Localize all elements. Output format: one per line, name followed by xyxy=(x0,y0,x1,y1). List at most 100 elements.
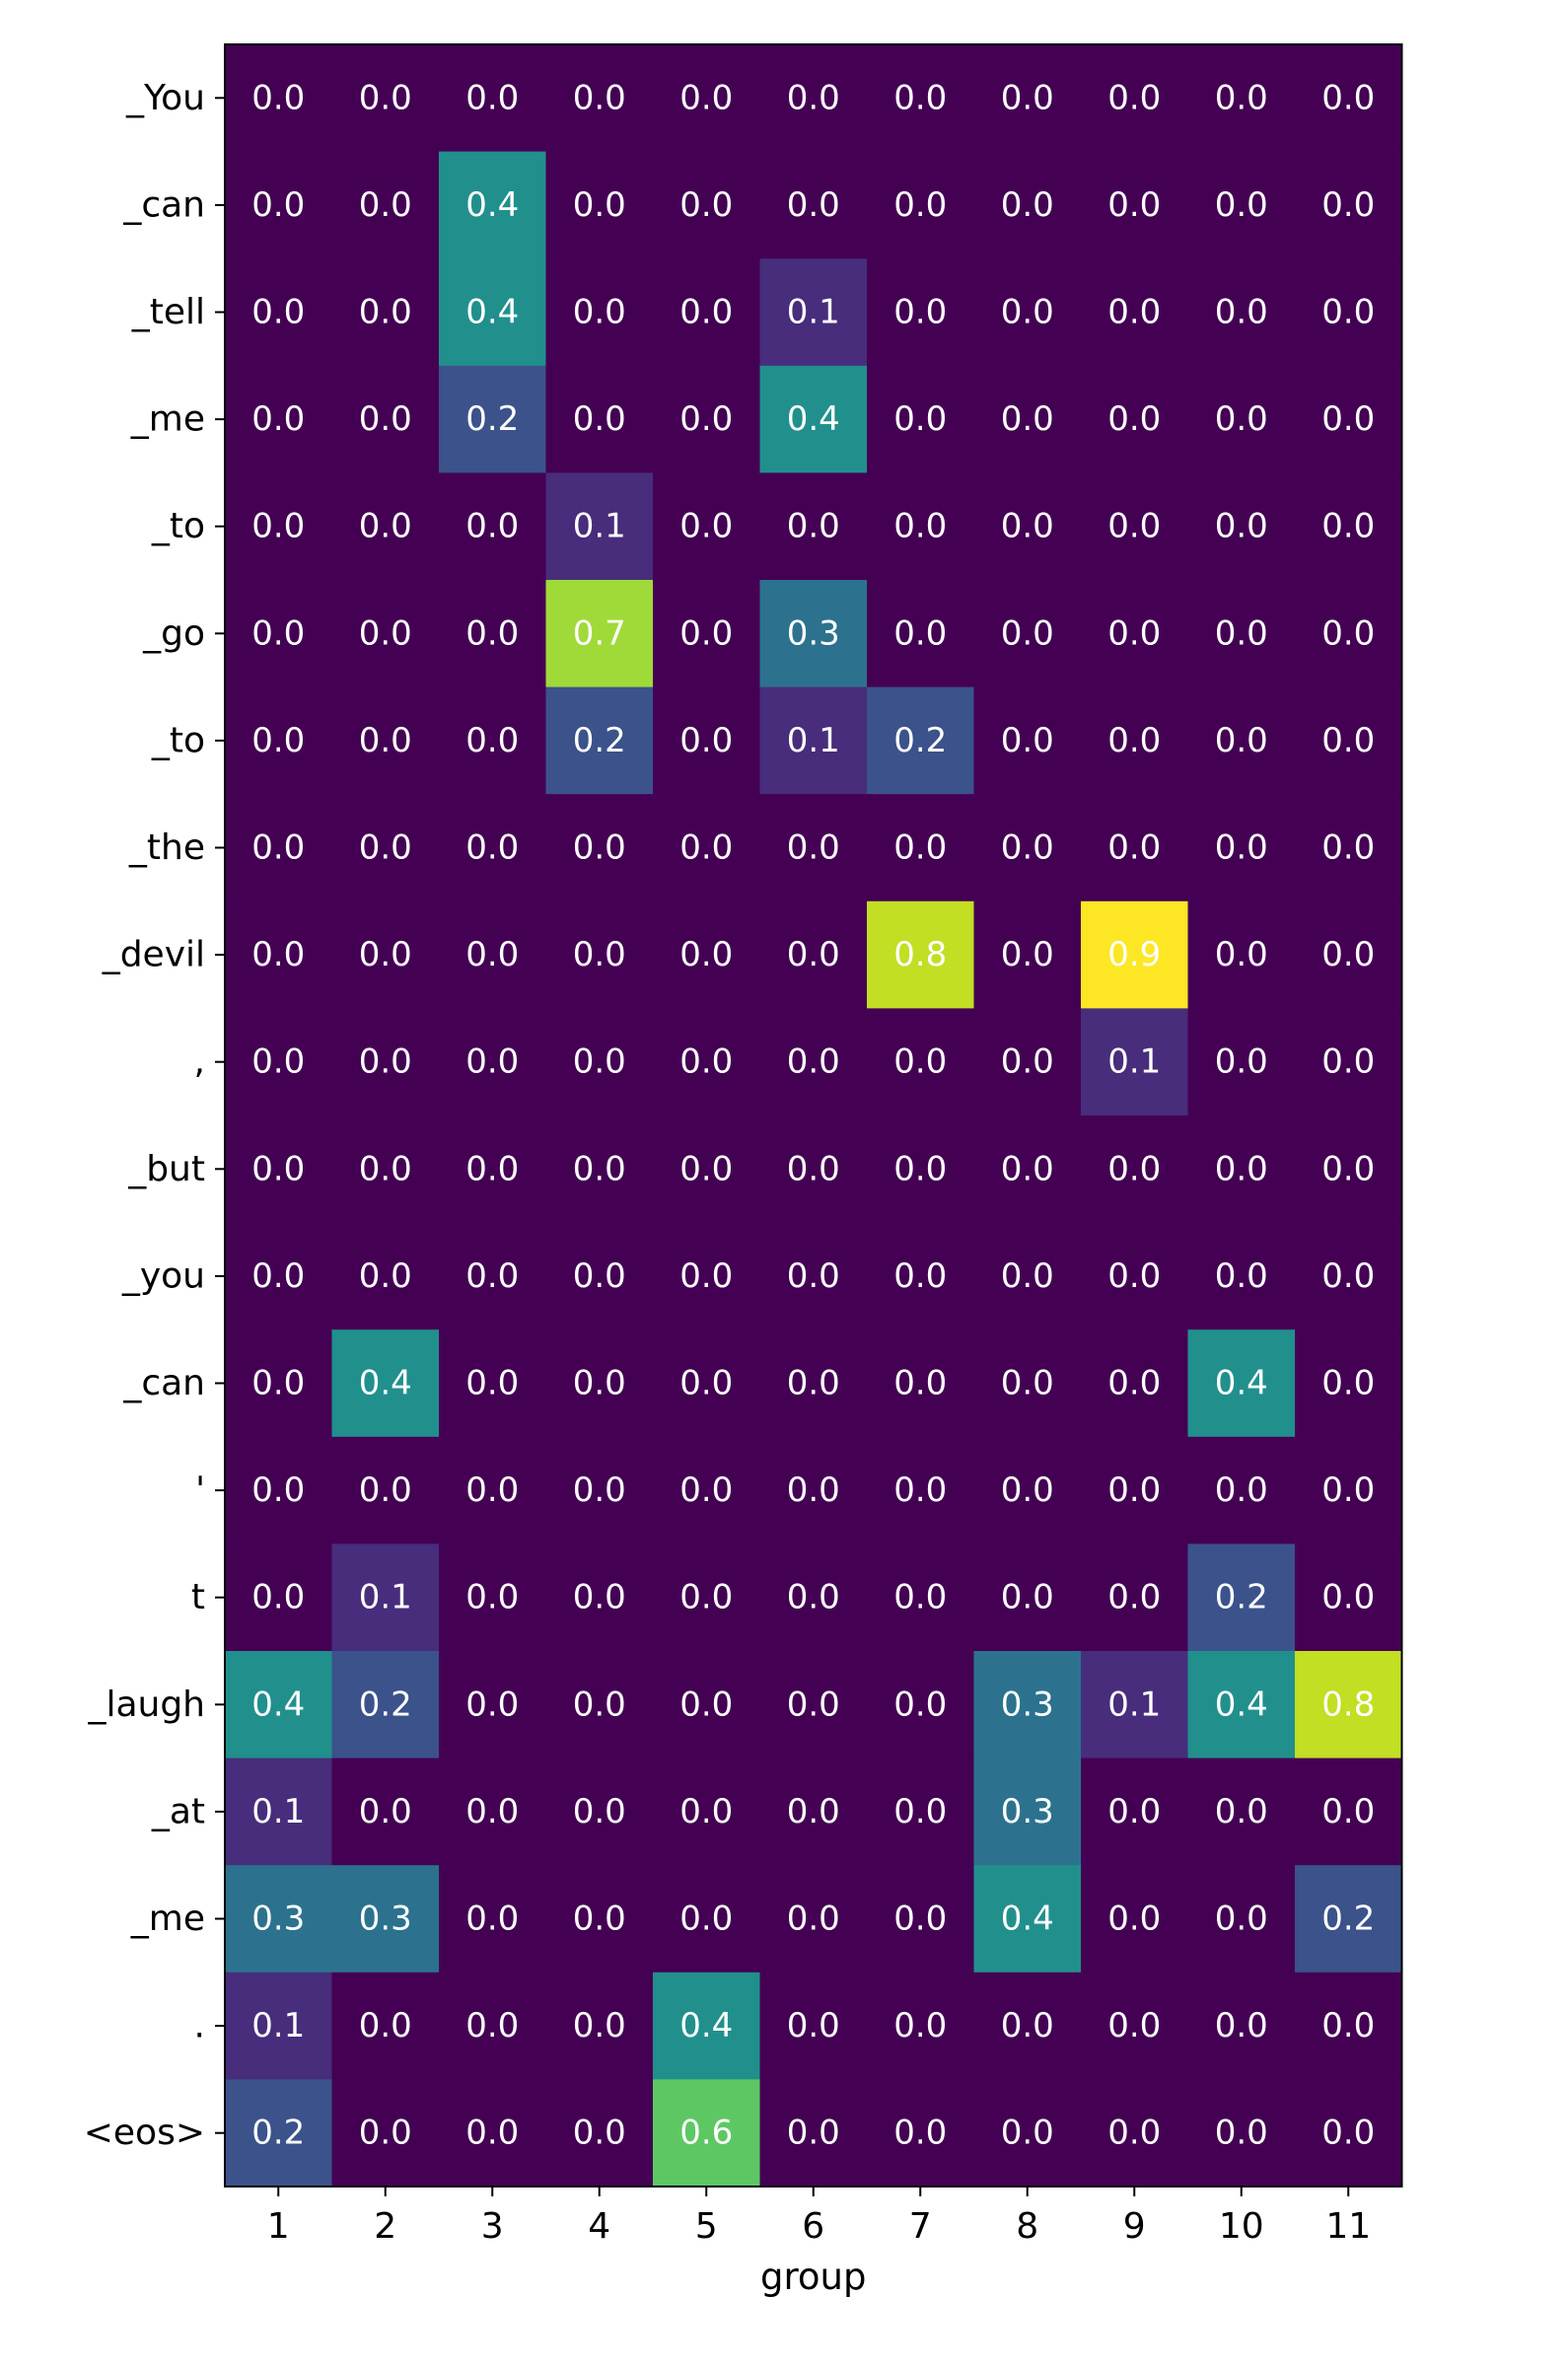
heatmap-cell-label: 0.1 xyxy=(1107,1685,1161,1724)
y-tick-label: , xyxy=(194,1041,205,1082)
heatmap-cell xyxy=(1295,1757,1402,1866)
heatmap-cell-label: 0.0 xyxy=(787,185,840,225)
heatmap-cell xyxy=(1295,1115,1402,1224)
heatmap-cell-label: 0.0 xyxy=(1001,1149,1054,1188)
heatmap-cell-label: 0.0 xyxy=(893,613,947,653)
heatmap-cell-label: 0.0 xyxy=(787,2114,840,2153)
heatmap-cell xyxy=(331,151,440,259)
heatmap-cell-label: 0.0 xyxy=(893,293,947,332)
heatmap-cell-label: 0.0 xyxy=(893,828,947,868)
heatmap-cell-label: 0.0 xyxy=(573,185,626,225)
heatmap-cell xyxy=(331,2079,440,2188)
heatmap-cell xyxy=(331,1757,440,1866)
heatmap-cell xyxy=(653,1757,760,1866)
y-axis-ticks: _You _can _tell _me _to _go _to _the _devil, _but… xyxy=(84,78,225,2153)
heatmap-cell xyxy=(759,1008,868,1116)
heatmap-cell-label: 0.0 xyxy=(1107,78,1161,117)
heatmap-cell xyxy=(331,1865,440,1973)
heatmap-cell xyxy=(545,365,654,473)
heatmap-cell xyxy=(653,1115,760,1224)
heatmap-cell-label: 0.0 xyxy=(1001,1256,1054,1296)
heatmap-cell-label: 0.0 xyxy=(573,78,626,117)
heatmap-cell xyxy=(1187,2079,1296,2188)
x-tick-label: 9 xyxy=(1123,2206,1146,2247)
x-tick-label: 4 xyxy=(588,2206,610,2247)
heatmap-cell xyxy=(973,686,1082,795)
heatmap-cell-label: 0.0 xyxy=(679,185,733,225)
heatmap-cell xyxy=(225,1757,332,1866)
x-axis-label: group xyxy=(760,2256,866,2298)
heatmap-cell-label: 0.4 xyxy=(1001,1900,1054,1939)
heatmap-cell-label: 0.0 xyxy=(251,1364,305,1403)
heatmap-cell-label: 0.0 xyxy=(1215,1792,1268,1831)
heatmap-cell-label: 0.0 xyxy=(573,399,626,439)
y-tick-label: _you xyxy=(121,1255,205,1296)
y-tick-label: _me xyxy=(130,1899,205,1939)
y-tick-label: _at xyxy=(151,1791,205,1831)
heatmap-cell-label: 0.0 xyxy=(251,399,305,439)
heatmap-cell xyxy=(1295,151,1402,259)
heatmap-cell-label: 0.0 xyxy=(465,1792,519,1831)
heatmap-cell-label: 0.0 xyxy=(1321,1470,1375,1510)
heatmap-cell-label: 0.0 xyxy=(679,1578,733,1617)
heatmap-cell xyxy=(973,1651,1082,1759)
heatmap-cell xyxy=(1187,1329,1296,1438)
heatmap-cell xyxy=(867,1865,974,1973)
y-tick-label: <eos> xyxy=(84,2113,205,2153)
heatmap-cell xyxy=(331,1436,440,1544)
heatmap-cell-label: 0.0 xyxy=(359,399,412,439)
heatmap-cell xyxy=(759,472,868,581)
heatmap-cell xyxy=(1295,580,1402,688)
heatmap-cell xyxy=(653,1865,760,1973)
heatmap-cell-label: 0.0 xyxy=(1001,2114,1054,2153)
heatmap-cell xyxy=(973,1757,1082,1866)
heatmap-cell xyxy=(1081,794,1188,902)
heatmap-cell xyxy=(1295,258,1402,367)
heatmap-cell-label: 0.0 xyxy=(679,935,733,974)
heatmap-cell xyxy=(759,44,868,153)
heatmap-cell-label: 0.0 xyxy=(1001,2006,1054,2045)
heatmap-cell xyxy=(545,258,654,367)
heatmap-cell-label: 0.0 xyxy=(1107,1470,1161,1510)
heatmap-cell-label: 0.0 xyxy=(251,828,305,868)
heatmap-cell-label: 0.0 xyxy=(1321,1578,1375,1617)
heatmap-cell-label: 0.0 xyxy=(893,507,947,546)
heatmap-cell-label: 0.0 xyxy=(359,293,412,332)
heatmap-cell xyxy=(867,900,974,1009)
heatmap-cell-label: 0.0 xyxy=(573,293,626,332)
heatmap-cell-label: 0.0 xyxy=(787,2006,840,2045)
heatmap-cell xyxy=(867,44,974,153)
heatmap-cell xyxy=(545,1757,654,1866)
heatmap-cell-label: 0.0 xyxy=(359,78,412,117)
heatmap-cell xyxy=(973,1865,1082,1973)
heatmap-cell-label: 0.0 xyxy=(679,721,733,760)
heatmap-cell-label: 0.0 xyxy=(251,1149,305,1188)
heatmap-cell-label: 0.0 xyxy=(893,1900,947,1939)
y-tick-label: ' xyxy=(195,1470,205,1511)
heatmap-cell-label: 0.0 xyxy=(1001,1364,1054,1403)
heatmap-cell xyxy=(759,1329,868,1438)
y-tick-label: _me xyxy=(130,399,205,440)
heatmap-cell xyxy=(1187,1222,1296,1330)
heatmap-cell xyxy=(759,1972,868,2080)
heatmap-cell xyxy=(545,1008,654,1116)
heatmap-cell-label: 0.0 xyxy=(465,721,519,760)
heatmap-cell-label: 0.0 xyxy=(679,1685,733,1724)
heatmap-cell xyxy=(439,1651,546,1759)
heatmap-cell-label: 0.0 xyxy=(1001,507,1054,546)
heatmap-cell-label: 0.0 xyxy=(465,2006,519,2045)
heatmap-cell xyxy=(759,794,868,902)
heatmap-cell xyxy=(1295,900,1402,1009)
heatmap-cell-label: 0.0 xyxy=(251,1578,305,1617)
heatmap-cell-label: 0.0 xyxy=(1001,1470,1054,1510)
heatmap-cell xyxy=(439,365,546,473)
heatmap-cell xyxy=(545,686,654,795)
heatmap-cell xyxy=(867,2079,974,2188)
heatmap-cell xyxy=(1187,686,1296,795)
heatmap-cell xyxy=(759,258,868,367)
heatmap-cell xyxy=(439,151,546,259)
heatmap-cell-label: 0.0 xyxy=(787,1792,840,1831)
heatmap-cell-label: 0.0 xyxy=(893,1042,947,1082)
heatmap-cell-label: 0.0 xyxy=(679,1900,733,1939)
y-tick-label: _laugh xyxy=(87,1685,205,1725)
